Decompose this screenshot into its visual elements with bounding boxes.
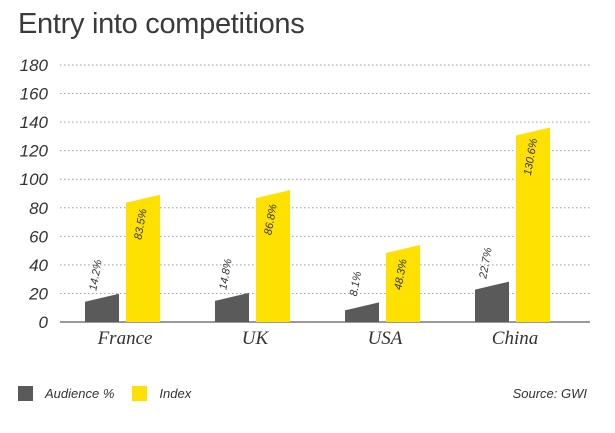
- data-label: 48.3%: [392, 258, 409, 291]
- legend: Audience % Index: [18, 386, 209, 401]
- data-label: 22.7%: [477, 246, 494, 280]
- data-label: 8.1%: [348, 270, 364, 297]
- bar-index: [516, 127, 550, 322]
- data-label: 86.8%: [262, 203, 279, 236]
- y-tick-label: 180: [20, 56, 49, 75]
- x-tick-label: France: [97, 328, 153, 349]
- legend-swatch-index: [132, 386, 148, 401]
- bar-index: [256, 190, 290, 322]
- y-tick-label: 160: [20, 85, 49, 104]
- source-note: Source: GWI: [512, 386, 587, 401]
- legend-item-audience: Audience %: [18, 386, 114, 401]
- bar-index: [386, 245, 420, 322]
- data-label: 83.5%: [132, 208, 149, 241]
- legend-label-index: Index: [159, 386, 192, 401]
- y-tick-label: 120: [20, 142, 49, 161]
- legend-item-index: Index: [132, 386, 191, 401]
- bar-audience: [475, 281, 509, 322]
- data-label: 14.2%: [87, 259, 104, 292]
- y-tick-label: 100: [20, 170, 49, 189]
- x-tick-label: UK: [242, 328, 270, 349]
- bar-index: [126, 194, 160, 322]
- y-tick-label: 40: [29, 256, 48, 275]
- y-tick-label: 60: [29, 227, 48, 246]
- legend-swatch-audience: [18, 386, 33, 401]
- x-tick-label: China: [492, 328, 538, 349]
- y-tick-label: 140: [20, 113, 49, 132]
- data-label: 14.8%: [217, 258, 234, 291]
- bar-audience: [345, 302, 379, 322]
- legend-label-audience: Audience %: [45, 386, 115, 401]
- y-tick-label: 80: [29, 199, 48, 218]
- bar-audience: [215, 292, 249, 322]
- chart-title: Entry into competitions: [18, 8, 305, 40]
- x-tick-label: USA: [368, 328, 403, 349]
- bar-audience: [85, 293, 119, 322]
- y-tick-label: 20: [28, 284, 48, 303]
- chart-plot: 0 20 40 60 80 100 120 140 160 180 14.2% 83.5% France…: [20, 56, 590, 349]
- y-tick-label: 0: [39, 313, 49, 332]
